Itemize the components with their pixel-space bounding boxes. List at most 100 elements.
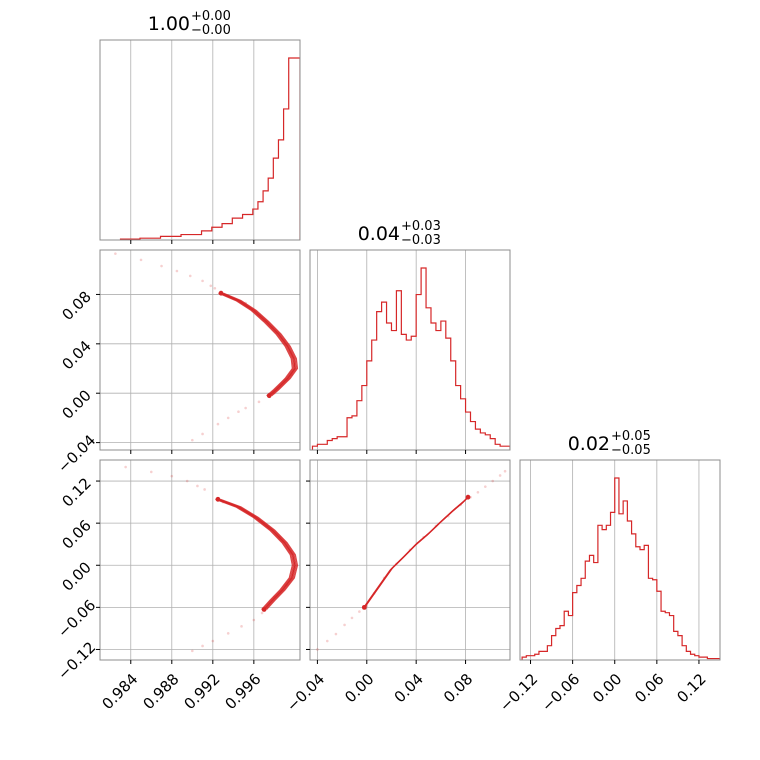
panel-content <box>521 477 720 660</box>
panel-content <box>114 252 299 442</box>
y-tick-label: 0.00 <box>59 386 95 422</box>
contour-line <box>362 498 467 610</box>
scatter-point <box>201 644 204 648</box>
scatter-point <box>257 400 261 404</box>
x-tick-label: 0.08 <box>440 670 476 706</box>
panel-frame <box>309 249 511 451</box>
scatter-point <box>316 648 319 651</box>
y-tick-label: 0.00 <box>59 558 95 594</box>
panel-0-0: 1.00 +0.00−0.00 <box>99 9 301 244</box>
contour-line <box>220 292 296 397</box>
scatter-point <box>209 284 213 288</box>
scatter-point <box>226 416 230 420</box>
panel-title-minus-2: −0.05 <box>611 443 651 458</box>
scatter-point <box>252 618 256 622</box>
panel-title-minus-1: −0.03 <box>401 233 441 248</box>
scatter-point <box>185 479 189 483</box>
scatter-point <box>213 286 217 290</box>
panel-2-1: −0.04 0.00 0.04 0.08 <box>283 459 511 715</box>
panel-title-2: 0.02 <box>568 433 610 455</box>
panel-title-plus-0: +0.00 <box>191 9 231 24</box>
scatter-point <box>201 432 204 436</box>
scatter-point <box>216 422 220 426</box>
panel-title-1: 0.04 <box>358 223 400 245</box>
x-tick-label: 0.04 <box>391 670 427 706</box>
scatter-point <box>476 490 480 494</box>
contour-end-point <box>215 496 221 502</box>
contour-end-point <box>465 494 471 500</box>
x-tick-label: 0.00 <box>341 670 377 706</box>
y-tick-label: −0.06 <box>54 596 99 641</box>
panel-title-plus-2: +0.05 <box>611 429 651 444</box>
x-tick-label: 0.988 <box>139 670 182 713</box>
contour-line <box>364 496 470 607</box>
scatter-point <box>491 479 495 483</box>
scatter-point <box>260 611 264 615</box>
panel-content <box>124 465 299 653</box>
scatter-point <box>124 465 127 469</box>
scatter-point <box>211 639 215 643</box>
x-tick-label: 0.984 <box>98 670 141 713</box>
contour-line <box>218 498 297 610</box>
contour-end-point <box>361 604 367 610</box>
contour-line <box>215 498 294 610</box>
x-tick-label: −0.12 <box>496 670 541 715</box>
x-tick-label: −0.04 <box>283 670 328 715</box>
y-tick-label: −0.12 <box>54 638 99 683</box>
scatter-point <box>203 488 206 491</box>
contour-line <box>219 292 295 397</box>
x-tick-label: 0.00 <box>589 670 625 706</box>
contour-line <box>220 498 299 610</box>
panel-1-0: −0.04 0.00 0.04 0.08 <box>54 249 301 477</box>
scatter-point <box>191 649 194 653</box>
scatter-point <box>325 639 329 643</box>
contour-line <box>363 497 468 609</box>
histogram-0 <box>119 57 300 240</box>
contour-end-point <box>261 607 267 612</box>
panel-content <box>311 267 510 450</box>
y-tick-label: −0.04 <box>54 431 99 476</box>
panel-title-plus-1: +0.03 <box>401 219 441 234</box>
panel-title-0: 1.00 <box>148 13 190 35</box>
contour-end-point <box>218 290 224 296</box>
panel-title-minus-0: −0.00 <box>191 23 231 38</box>
panel-frame <box>99 459 301 661</box>
scatter-point <box>175 269 179 273</box>
panel-2-2: 0.02 +0.05−0.05 −0.12−0.06 0.00 0.06 0.12 <box>496 429 721 715</box>
panel-frame <box>99 39 301 241</box>
scatter-point <box>343 623 346 627</box>
scatter-point <box>240 625 243 628</box>
x-tick-label: 0.12 <box>673 670 709 706</box>
y-tick-label: 0.12 <box>59 474 95 510</box>
panel-1-1: 0.04 +0.03−0.03 <box>309 219 511 454</box>
panel-frame <box>309 459 511 661</box>
panel-content <box>119 57 300 240</box>
scatter-point <box>358 610 361 613</box>
scatter-point <box>201 279 204 283</box>
scatter-point <box>498 474 502 477</box>
scatter-point <box>226 632 230 635</box>
scatter-point <box>196 484 199 488</box>
contour-end-point <box>266 393 272 399</box>
scatter-point <box>484 485 487 488</box>
scatter-point <box>139 258 143 262</box>
scatter-point <box>237 410 240 414</box>
histogram-2 <box>521 477 720 660</box>
scatter-point <box>170 474 174 478</box>
y-tick-label: 0.06 <box>59 516 95 552</box>
contour-line <box>218 292 294 397</box>
scatter-point <box>350 616 354 620</box>
contour-line <box>365 495 470 607</box>
panel-frame <box>99 249 301 451</box>
panel-frame <box>519 459 721 661</box>
scatter-point <box>334 632 338 636</box>
scatter-point <box>160 264 163 268</box>
x-tick-label: 0.992 <box>180 670 223 713</box>
scatter-point <box>244 406 247 410</box>
scatter-point <box>149 470 153 474</box>
y-tick-label: 0.08 <box>59 288 95 324</box>
scatter-point <box>188 274 192 278</box>
scatter-point <box>114 252 117 256</box>
